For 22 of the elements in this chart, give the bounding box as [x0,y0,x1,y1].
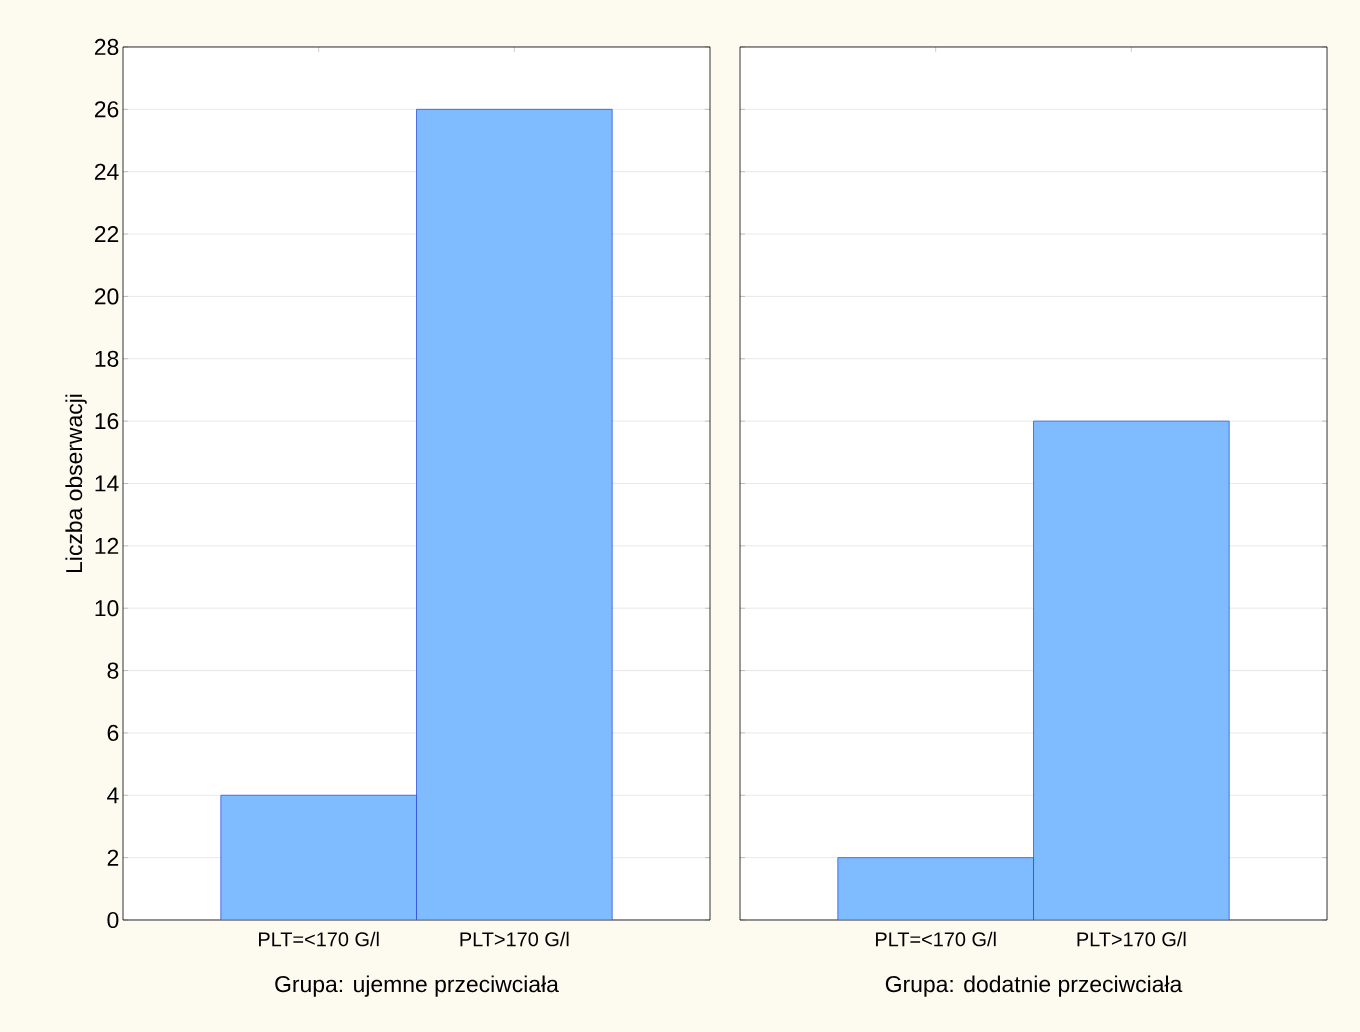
x-tick-label: PLT>170 G/l [460,931,569,947]
y-tick-label: 24 [94,163,119,180]
y-tick-label: 4 [107,787,119,804]
y-tick-label: 18 [95,350,119,367]
y-tick-label: 28 [94,38,119,56]
y-tick-label: 2 [107,849,119,866]
y-tick-label: 16 [95,413,119,430]
y-tick-label: 6 [107,724,119,742]
y-axis-title: Liczba obserwacji [65,394,87,573]
x-axis-title: Grupa: ujemne przeciwciała [275,975,559,997]
x-axis-title: Grupa: dodatnie przeciwciała [885,975,1183,997]
x-tick-label: PLT=<170 G/l [876,931,996,947]
y-tick-label: 10 [95,600,119,617]
x-tick-label: PLT=<170 G/l [259,931,379,947]
y-tick-label: 8 [107,662,119,679]
y-tick-label: 26 [94,101,119,118]
y-tick-label: 22 [94,226,119,243]
y-tick-label: 20 [94,288,119,305]
y-tick-label: 14 [95,475,119,492]
x-tick-label: PLT>170 G/l [1077,931,1186,947]
y-tick-label: 12 [95,537,119,554]
y-tick-label: 0 [107,911,119,929]
